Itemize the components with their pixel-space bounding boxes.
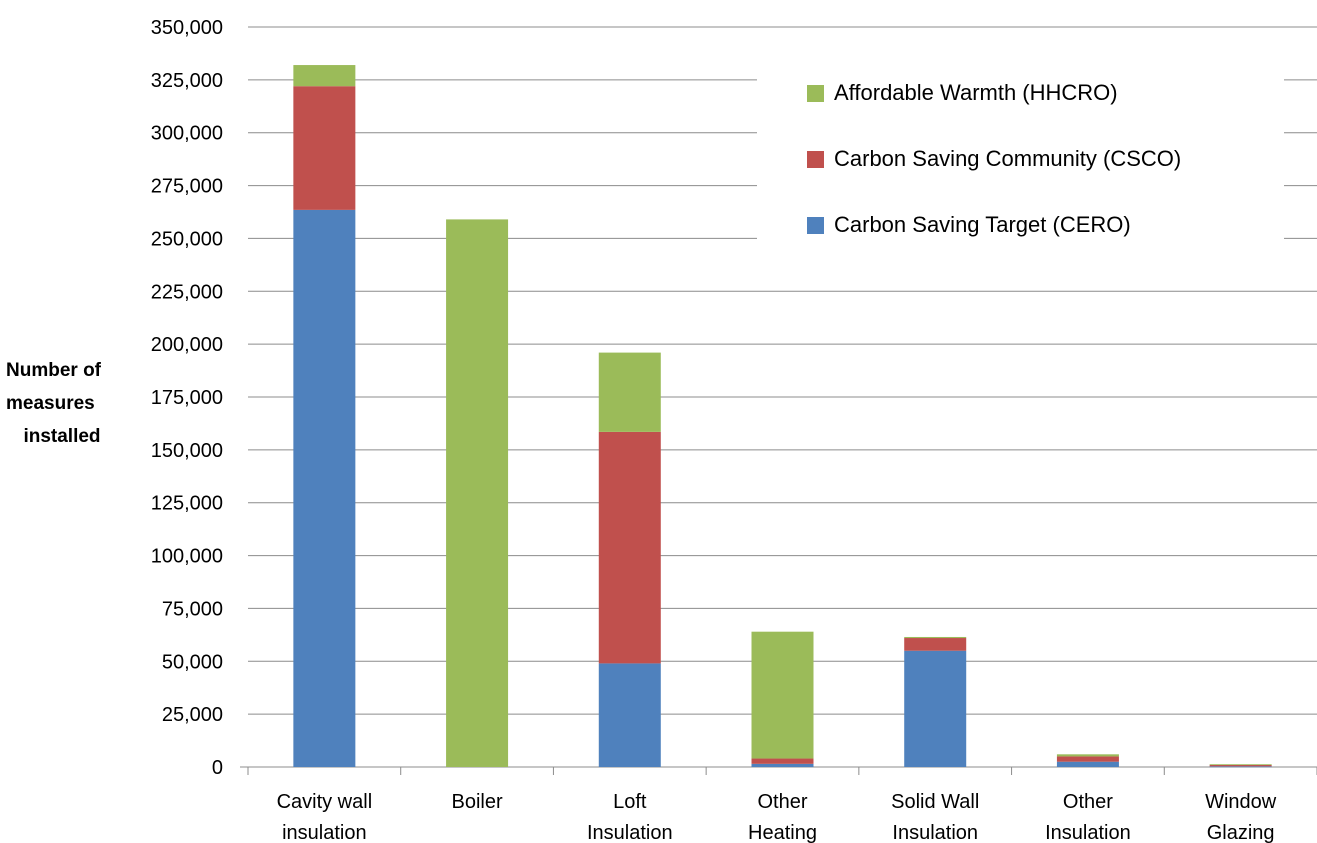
x-tick-label: Glazing <box>1207 822 1275 843</box>
bar-segment <box>1056 754 1119 757</box>
bar-segment <box>904 650 967 767</box>
bar-segment <box>446 219 509 767</box>
legend-swatch <box>807 85 824 102</box>
y-tick-label: 175,000 <box>151 387 223 409</box>
bar-segment <box>598 352 661 432</box>
bar-segment <box>1209 764 1272 766</box>
legend-label: Carbon Saving Community (CSCO) <box>834 146 1181 171</box>
legend-label: Affordable Warmth (HHCRO) <box>834 80 1118 105</box>
bar-segment <box>598 431 661 664</box>
x-tick-label: Boiler <box>452 791 503 813</box>
y-axis-title: Number of measures installed <box>6 354 126 453</box>
x-tick-label: Insulation <box>587 822 673 843</box>
x-tick-label: Loft <box>613 791 647 813</box>
bar-segment <box>751 763 814 767</box>
bar-segment <box>293 86 356 210</box>
y-tick-label: 75,000 <box>162 598 223 620</box>
legend-swatch <box>807 217 824 234</box>
x-tick-label: Window <box>1205 791 1277 813</box>
bar-segment <box>1209 766 1272 768</box>
x-tick-label: Other <box>1063 791 1113 813</box>
bar-segment <box>293 65 356 87</box>
bar-segment <box>1056 761 1119 767</box>
x-tick-label: Heating <box>748 822 817 843</box>
bar-segment <box>598 663 661 767</box>
y-tick-label: 325,000 <box>151 70 223 92</box>
bar-segment <box>751 631 814 759</box>
y-tick-label: 25,000 <box>162 704 223 726</box>
x-tick-label: Insulation <box>892 822 978 843</box>
x-tick-label: insulation <box>282 822 367 843</box>
y-tick-label: 125,000 <box>151 493 223 515</box>
y-tick-label: 250,000 <box>151 228 223 250</box>
y-tick-label: 0 <box>212 757 223 779</box>
bar-segment <box>904 636 967 639</box>
x-tick-label: Other <box>757 791 807 813</box>
legend-box <box>757 58 1284 252</box>
legend-label: Carbon Saving Target (CERO) <box>834 212 1131 237</box>
x-tick-label: Cavity wall <box>277 791 373 813</box>
y-axis-title-line-1: Number of <box>6 360 101 381</box>
x-tick-label: Insulation <box>1045 822 1131 843</box>
bar-segment <box>904 638 967 651</box>
x-tick-label: Solid Wall <box>891 791 979 813</box>
y-axis-title-line-2: measures <box>6 393 95 414</box>
legend-swatch <box>807 151 824 168</box>
bar-segment <box>1056 756 1119 762</box>
y-axis-title-line-3: installed <box>23 426 101 447</box>
y-tick-label: 225,000 <box>151 281 223 303</box>
bar-segment <box>751 758 814 764</box>
bar-segment <box>293 209 356 767</box>
y-tick-label: 350,000 <box>151 17 223 39</box>
y-tick-label: 150,000 <box>151 440 223 462</box>
y-tick-label: 100,000 <box>151 546 223 568</box>
y-tick-label: 200,000 <box>151 334 223 356</box>
y-tick-label: 50,000 <box>162 651 223 673</box>
y-tick-label: 275,000 <box>151 176 223 198</box>
bar-segment <box>1209 764 1272 767</box>
y-tick-label: 300,000 <box>151 123 223 145</box>
